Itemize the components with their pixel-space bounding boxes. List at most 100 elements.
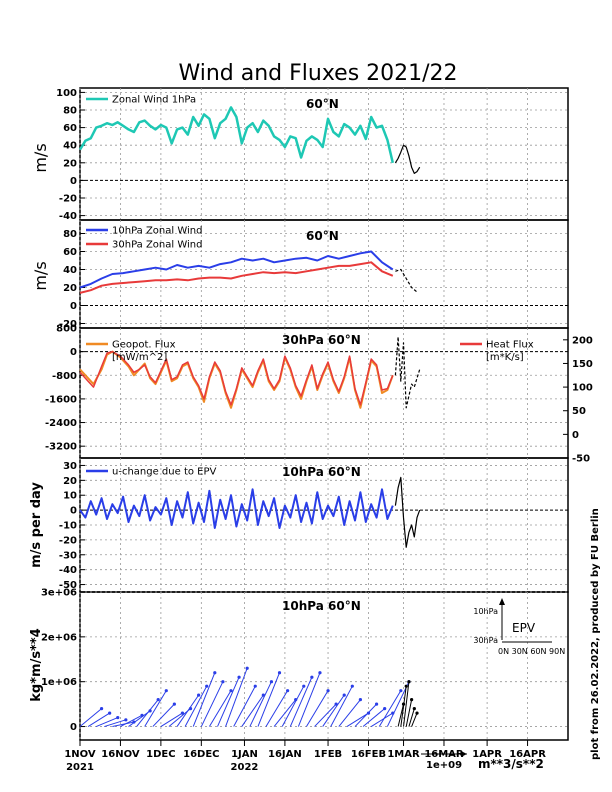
inset-label-30hpa: 30hPa — [473, 636, 498, 645]
epv-vector-head — [245, 666, 249, 670]
series-forecast-1hpa — [394, 144, 421, 174]
ytick-label: 0 — [70, 176, 77, 187]
panel-label: 10hPa 60°N — [282, 599, 361, 613]
epv-vector-head — [237, 675, 241, 679]
series-forecast-flux — [394, 336, 421, 409]
ytick-label: -800 — [52, 371, 77, 382]
epv-vector-head — [318, 671, 322, 675]
side-note: plot from 26.02.2022, produced by FU Ber… — [590, 508, 601, 760]
y-axis-label: m/s per day — [29, 482, 44, 568]
epv-vector-forecast — [400, 686, 407, 727]
epv-vector — [120, 714, 143, 727]
epv-vector — [362, 708, 385, 727]
y-axis-label: kg*m/s**4 — [29, 628, 44, 701]
epv-vector — [200, 681, 224, 727]
epv-vector — [225, 668, 248, 727]
ytick-label: 0 — [70, 506, 77, 517]
inset-label-10hpa: 10hPa — [473, 607, 498, 616]
xtick-label: 16FEB — [351, 749, 386, 760]
epv-vector — [104, 719, 126, 728]
xtick-label: 16JAN — [268, 749, 302, 760]
epv-vector — [370, 712, 394, 727]
epv-vector-head — [108, 711, 112, 715]
epv-vector — [338, 699, 361, 727]
ytick-label: 30 — [63, 461, 77, 472]
ytick-label: 80 — [63, 229, 77, 240]
panel-label: 30hPa 60°N — [282, 333, 361, 347]
scale-arrow-label: 1e+09 — [426, 760, 462, 771]
xtick-label: 1JAN — [231, 749, 258, 760]
legend-u-change-label: u-change due to EPV — [112, 467, 217, 478]
epv-vector-head — [342, 693, 346, 697]
epv-vector-head — [221, 680, 225, 684]
epv-vector-head — [286, 689, 290, 693]
epv-vector — [176, 694, 200, 727]
ytick-label-right: 150 — [572, 359, 593, 370]
epv-vector — [346, 712, 369, 727]
epv-vector — [184, 685, 208, 727]
ytick-label: 1e+06 — [41, 677, 77, 688]
ytick-label: 0 — [70, 301, 77, 312]
epv-vector-head — [302, 684, 306, 688]
epv-vector-forecast — [408, 708, 415, 727]
epv-vector-head — [310, 675, 314, 679]
epv-vector-forecast-head — [415, 711, 419, 715]
epv-vector-head — [326, 689, 330, 693]
epv-vector — [144, 690, 167, 727]
epv-vector-forecast — [397, 704, 405, 727]
epv-vector-head — [124, 718, 128, 722]
epv-vector — [281, 685, 305, 727]
panel-frame — [79, 591, 569, 741]
epv-vector — [160, 712, 183, 727]
epv-vector — [330, 685, 353, 727]
ytick-label: 800 — [56, 324, 77, 335]
epv-vector — [354, 703, 377, 727]
panel-label: 60°N — [306, 229, 339, 243]
inset-title: EPV — [512, 621, 536, 635]
panel-5: 3e+06 2e+06 1e+06 0 10hPa 60°N kg*m/s**4 10hPa… — [29, 588, 569, 741]
ytick-label: 40 — [63, 141, 77, 152]
epv-vector — [314, 703, 337, 727]
epv-vector-head — [197, 693, 201, 697]
epv-vector — [265, 690, 289, 727]
epv-vector-forecast — [403, 681, 410, 727]
epv-vector-head — [399, 689, 403, 693]
ytick-label: 80 — [63, 106, 77, 117]
epv-vector — [289, 677, 313, 727]
ytick-label: -3200 — [45, 442, 77, 453]
epv-vector-forecast-head — [410, 698, 414, 702]
epv-vector-head — [277, 671, 282, 675]
epv-vector — [208, 690, 232, 727]
panel-2: 80 60 40 20 0 -20 10hPa Zonal Wind 30hPa Zonal … — [31, 219, 569, 330]
xtick-label: 1DEC — [146, 749, 175, 760]
series-forecast-u — [394, 476, 421, 548]
ytick-label: -20 — [59, 319, 77, 330]
ytick-label: 10 — [63, 491, 77, 502]
epv-vector-head — [99, 707, 104, 711]
ytick-label: -40 — [59, 211, 77, 222]
inset-x-label: 0N 30N 60N 90N — [498, 647, 565, 656]
xtick-year: 2022 — [231, 762, 259, 773]
epv-vector-forecast-head — [404, 684, 408, 688]
epv-vector — [241, 694, 264, 727]
legend-30hpa-label: 30hPa Zonal Wind — [112, 240, 202, 251]
epv-vector-forecast — [405, 699, 413, 727]
series-forecast-wind — [395, 268, 418, 293]
epv-vector-forecast — [411, 712, 418, 727]
ytick-label-right: 0 — [572, 430, 579, 441]
ytick-label: -10 — [59, 521, 77, 532]
ytick-label: -20 — [59, 194, 77, 205]
series-heat-flux — [79, 350, 394, 406]
panel-label: 60°N — [306, 97, 339, 111]
ytick-label: 3e+06 — [41, 588, 77, 599]
epv-vector — [322, 694, 345, 727]
epv-vector — [136, 699, 159, 727]
epv-vector-head — [156, 698, 160, 702]
epv-vector-head — [213, 671, 217, 675]
epv-vector-head — [205, 684, 209, 688]
ytick-label: 20 — [63, 476, 77, 487]
ytick-label: 20 — [63, 158, 77, 169]
legend-zonal-1hpa-label: Zonal Wind 1hPa — [112, 95, 196, 106]
legend-10hpa-label: 10hPa Zonal Wind — [112, 226, 202, 237]
